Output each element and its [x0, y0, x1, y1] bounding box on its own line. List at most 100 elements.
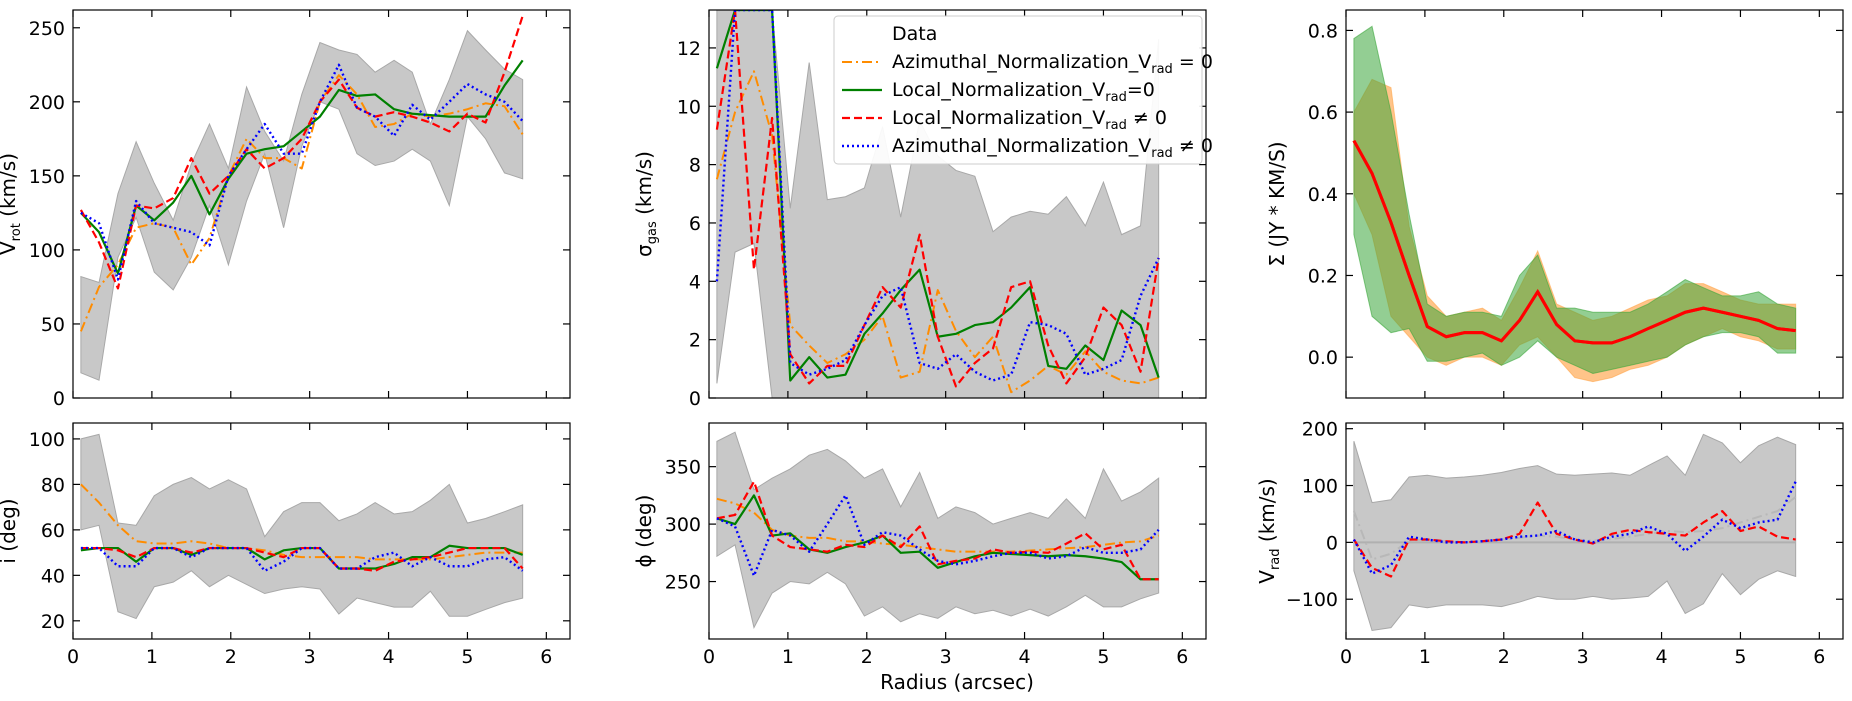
incl-xtick-label: 4 — [383, 646, 395, 668]
incl-axes-frame — [72, 422, 571, 640]
legend-label-loc0: Local_Normalization_Vrad=0 — [892, 79, 1155, 105]
phi-xtick-label: 1 — [782, 646, 794, 668]
phi-series-locne — [716, 480, 1159, 581]
phi-xtick-label: 2 — [861, 646, 873, 668]
legend-label-az0: Azimuthal_Normalization_Vrad = 0 — [892, 51, 1213, 77]
surface-ytick-label: 0.8 — [1308, 20, 1338, 42]
phi-series-azne — [716, 494, 1160, 578]
incl-plot-area — [80, 433, 524, 620]
incl-data-band — [80, 433, 524, 620]
surface-plot-area — [1352, 25, 1797, 383]
incl-xtick-label: 3 — [304, 646, 316, 668]
vrot-ytick-label: 50 — [41, 314, 65, 336]
sigma-series-az0 — [715, 70, 1159, 394]
legend-entry-az0: Azimuthal_Normalization_Vrad = 0 — [842, 51, 1213, 77]
phi-xtick-label: 5 — [1097, 646, 1109, 668]
phi-xtick-label: 3 — [940, 646, 952, 668]
legend-label-azne: Azimuthal_Normalization_Vrad ≠ 0 — [892, 135, 1213, 161]
sigma-ytick-label: 12 — [677, 38, 701, 60]
vrad-ytick-label: −100 — [1286, 589, 1338, 611]
panel-phi: 0 1 2 3 4 5 6 250 300 350 ϕ (deg) — [632, 422, 1207, 668]
vrad-ytick-label: 0 — [1326, 532, 1338, 554]
vrad-xtick-label: 1 — [1419, 646, 1431, 668]
vrad-axes-frame — [1345, 422, 1844, 640]
vrot-series-loc0 — [80, 59, 524, 275]
vrot-axes-frame — [72, 9, 571, 399]
phi-ytick-label: 350 — [665, 457, 701, 479]
panel-vrad: 0 1 2 3 4 5 6 −100 0 100 200 Vrad (km/s) — [1255, 419, 1844, 668]
phi-axes-frame — [708, 422, 1207, 640]
vrad-ytick-label: 100 — [1302, 476, 1338, 498]
incl-series-az0 — [80, 483, 523, 561]
surface-axes-frame — [1345, 9, 1844, 399]
legend-entry-data: Data — [892, 23, 937, 45]
legend-label-data: Data — [892, 23, 937, 45]
surface-ytick-label: 0.0 — [1308, 347, 1338, 369]
vrot-series-locne — [79, 15, 524, 290]
phi-data-band — [716, 431, 1160, 629]
phi-ylabel: ϕ (deg) — [632, 495, 656, 568]
vrad-xtick-label: 0 — [1340, 646, 1352, 668]
vrad-ytick-label: 200 — [1302, 419, 1338, 441]
sigma-ytick-label: 8 — [689, 155, 701, 177]
vrad-xtick-label: 3 — [1577, 646, 1589, 668]
phi-plot-area — [716, 431, 1160, 629]
vrot-ytick-label: 100 — [29, 240, 65, 262]
incl-series-locne — [80, 546, 524, 572]
vrot-plot-area — [79, 15, 524, 381]
sigma-axes-frame — [708, 9, 1207, 399]
incl-ylabel: i (deg) — [0, 498, 20, 563]
incl-ytick-label: 60 — [41, 520, 65, 542]
incl-ytick-label: 40 — [41, 565, 65, 587]
vrad-xtick-label: 5 — [1734, 646, 1746, 668]
legend-label-locne: Local_Normalization_Vrad ≠ 0 — [892, 107, 1167, 133]
vrad-data-band — [1353, 433, 1797, 632]
panel-vrot: 0 50 100 150 200 250 Vrot (km/s) — [0, 9, 571, 410]
incl-xtick-label: 2 — [225, 646, 237, 668]
vrad-xtick-label: 2 — [1498, 646, 1510, 668]
incl-xtick-label: 0 — [67, 646, 79, 668]
vrad-ylabel: Vrad (km/s) — [1255, 478, 1283, 583]
phi-xtick-label: 4 — [1019, 646, 1031, 668]
incl-xtick-label: 5 — [461, 646, 473, 668]
vrot-ytick-label: 250 — [29, 18, 65, 40]
sigma-plot-area — [715, 10, 1160, 398]
sigma-series-azne — [715, 10, 1160, 382]
sigma-ytick-label: 4 — [689, 271, 701, 293]
phi-xtick-label: 0 — [703, 646, 715, 668]
sigma-ytick-label: 0 — [689, 388, 701, 410]
sigma-series-locne — [715, 10, 1160, 388]
panel-incl: 0 1 2 3 4 5 6 20 40 60 80 100 i (deg) — [0, 422, 571, 668]
legend-entry-azne: Azimuthal_Normalization_Vrad ≠ 0 — [842, 135, 1213, 161]
panel-sigma: 0 2 4 6 8 10 12 σgas (km/s) — [632, 9, 1207, 410]
phi-xtick-label: 6 — [1176, 646, 1188, 668]
phi-ytick-label: 300 — [665, 514, 701, 536]
vrot-ytick-label: 0 — [53, 388, 65, 410]
vrad-series-azne — [1352, 481, 1797, 575]
sigma-ytick-label: 10 — [677, 96, 701, 118]
legend-entry-locne: Local_Normalization_Vrad ≠ 0 — [842, 107, 1167, 133]
incl-ytick-label: 80 — [41, 474, 65, 496]
surface-local-band — [1353, 25, 1797, 375]
incl-series-azne — [80, 546, 524, 572]
vrot-ytick-label: 150 — [29, 166, 65, 188]
surface-ytick-label: 0.4 — [1308, 184, 1338, 206]
surface-ylabel: Σ (JY * KM/S) — [1265, 141, 1289, 266]
shared-x-axis-label: Radius (arcsec) — [880, 670, 1034, 694]
vrot-data-band — [80, 29, 524, 381]
surface-series-mean — [1352, 139, 1796, 345]
phi-ytick-label: 250 — [665, 572, 701, 594]
panel-surface: 0.0 0.2 0.4 0.6 0.8 Σ (JY * KM/S) — [1265, 9, 1844, 399]
incl-ytick-label: 20 — [41, 611, 65, 633]
vrot-series-az0 — [79, 74, 524, 332]
vrad-xtick-label: 4 — [1656, 646, 1668, 668]
incl-xtick-label: 1 — [146, 646, 158, 668]
vrad-series-az0 — [1352, 496, 1797, 561]
surface-ytick-label: 0.6 — [1308, 102, 1338, 124]
incl-ytick-label: 100 — [29, 429, 65, 451]
sigma-ylabel: σgas (km/s) — [632, 151, 660, 257]
incl-xtick-label: 6 — [540, 646, 552, 668]
legend-box — [833, 15, 1203, 165]
